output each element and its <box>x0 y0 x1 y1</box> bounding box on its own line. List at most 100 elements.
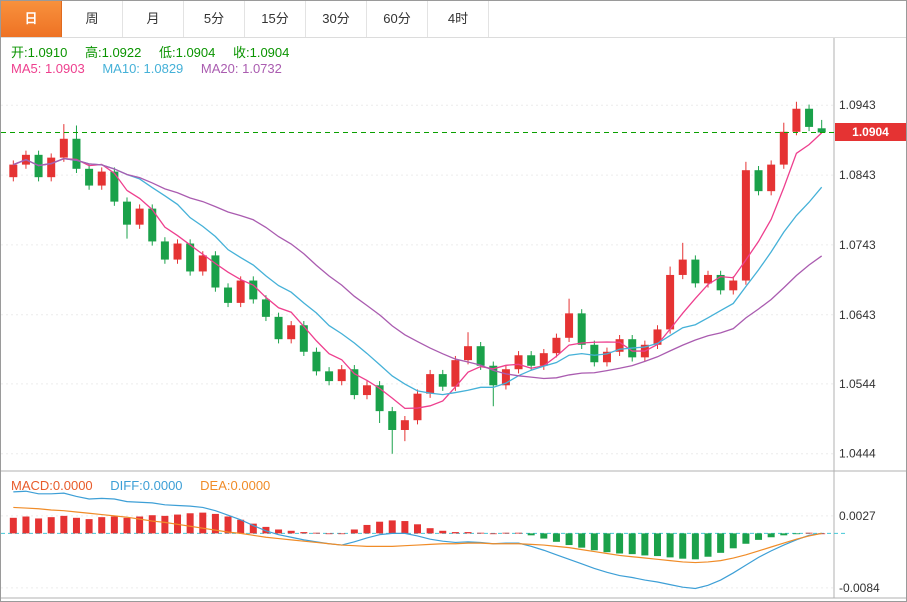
candle-body <box>779 131 788 165</box>
candle-body <box>173 243 182 260</box>
candle-body <box>186 243 195 272</box>
macd-bar <box>123 517 131 534</box>
dea-value: DEA:0.0000 <box>200 478 271 493</box>
timeframe-tab-60min[interactable]: 60分 <box>367 1 428 37</box>
price-axis-label: 1.0743 <box>839 238 876 252</box>
ma20-value: MA20: 1.0732 <box>200 61 282 76</box>
candle-body <box>602 351 611 363</box>
macd-bar <box>515 532 523 534</box>
macd-bar <box>489 533 497 535</box>
candle-body <box>615 339 624 352</box>
macd-axis-label: 0.0027 <box>839 509 876 523</box>
candle-body <box>438 374 447 387</box>
macd-bar <box>224 516 232 534</box>
macd-bar <box>603 533 611 553</box>
macd-bar <box>439 530 447 534</box>
candle-body <box>9 164 18 178</box>
macd-bar <box>47 517 55 534</box>
candle-body <box>59 138 68 158</box>
macd-bar <box>780 533 788 536</box>
candle-body <box>72 138 81 169</box>
low-value: 低:1.0904 <box>159 45 216 60</box>
macd-bar <box>275 529 283 534</box>
candle-body <box>261 299 270 317</box>
timeframe-tab-day[interactable]: 日 <box>1 1 62 37</box>
macd-bar <box>792 533 800 535</box>
candle-body <box>565 313 574 338</box>
candle-body <box>312 351 321 372</box>
price-axis-label: 1.0444 <box>839 447 876 461</box>
candle-body <box>97 171 106 186</box>
candle-body <box>413 393 422 421</box>
ma10-value: MA10: 1.0829 <box>102 61 184 76</box>
macd-bar <box>805 532 813 534</box>
timeframe-tab-month[interactable]: 月 <box>123 1 184 37</box>
price-axis-label: 1.0843 <box>839 168 876 182</box>
macd-bar <box>9 517 17 534</box>
macd-bar <box>262 526 270 534</box>
candle-body <box>489 365 498 386</box>
macd-bar <box>161 515 169 534</box>
candle-body <box>362 385 371 396</box>
macd-bar <box>300 532 308 534</box>
candle-body <box>160 241 169 260</box>
candle-body <box>716 274 725 291</box>
macd-bar <box>110 516 118 534</box>
timeframe-tab-5min[interactable]: 5分 <box>184 1 245 37</box>
candle-body <box>527 355 536 366</box>
timeframe-tab-15min[interactable]: 15分 <box>245 1 306 37</box>
macd-bar <box>691 533 699 560</box>
candle-body <box>400 420 409 430</box>
timeframe-tab-30min[interactable]: 30分 <box>306 1 367 37</box>
macd-bar <box>98 517 106 534</box>
high-value: 高:1.0922 <box>85 45 142 60</box>
macd-bar <box>527 533 535 536</box>
macd-bar <box>742 533 750 544</box>
timeframe-tab-4hour[interactable]: 4时 <box>428 1 489 37</box>
macd-bar <box>35 518 43 534</box>
candle-body <box>337 369 346 382</box>
candle-body <box>375 385 384 412</box>
candle-body <box>426 374 435 394</box>
candle-body <box>678 259 687 275</box>
candle-body <box>539 353 548 366</box>
macd-bar <box>287 530 295 534</box>
macd-bar <box>540 533 548 539</box>
price-axis-label: 1.0544 <box>839 377 876 391</box>
candle-body <box>122 201 131 225</box>
macd-bar <box>312 532 320 534</box>
ma10-line <box>13 157 823 396</box>
macd-bar <box>199 512 207 534</box>
candle-body <box>464 346 473 361</box>
candle-body <box>287 325 296 340</box>
macd-bar <box>22 516 30 534</box>
macd-bar <box>502 532 510 534</box>
macd-bar <box>249 523 257 534</box>
macd-bar <box>85 519 93 534</box>
candle-body <box>590 344 599 363</box>
macd-bar <box>628 533 636 555</box>
macd-dea-line <box>13 506 822 564</box>
timeframe-tab-week[interactable]: 周 <box>62 1 123 37</box>
close-value: 收:1.0904 <box>233 45 290 60</box>
macd-bar <box>704 533 712 557</box>
macd-bar <box>388 520 396 534</box>
macd-bar <box>211 513 219 534</box>
candle-body <box>325 371 334 382</box>
candle-body <box>792 108 801 132</box>
candle-body <box>110 171 119 202</box>
macd-bar <box>237 519 245 534</box>
macd-bar <box>653 533 661 557</box>
macd-bar <box>60 515 68 534</box>
price-axis-label: 1.0643 <box>839 308 876 322</box>
macd-bar <box>148 515 156 534</box>
macd-bar <box>477 532 485 534</box>
macd-bar <box>451 532 459 534</box>
timeframe-toolbar: 日周月 5分 15分 30分 60分 4时 <box>1 1 906 38</box>
candle-body <box>805 108 814 127</box>
candle-body <box>274 316 283 340</box>
price-axis-label: 1.0943 <box>839 98 876 112</box>
ma20-line <box>13 157 823 380</box>
